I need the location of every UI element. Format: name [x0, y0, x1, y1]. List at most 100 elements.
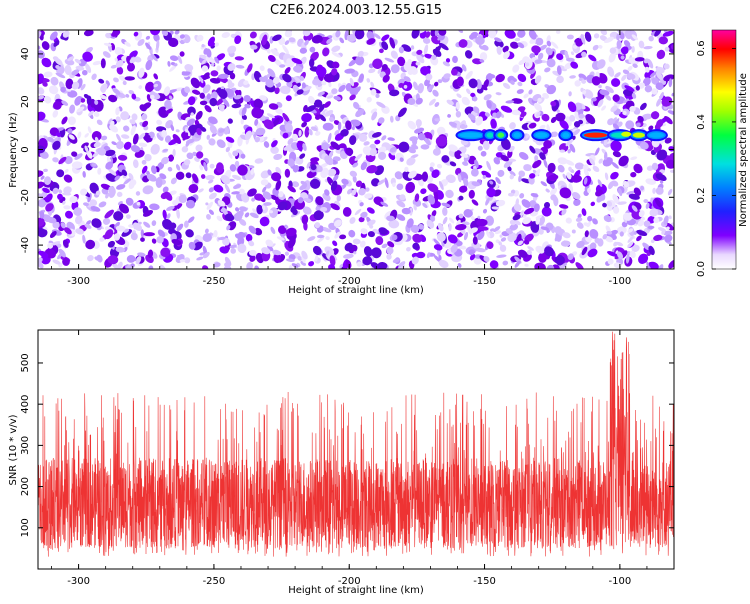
heatmap-cell: [637, 219, 645, 227]
heatmap-cell: [296, 89, 304, 95]
heatmap-cell: [550, 100, 557, 107]
heatmap-cell: [371, 178, 380, 187]
heatmap-cell: [65, 78, 74, 90]
heatmap-cell: [427, 183, 439, 193]
heatmap-cell: [502, 260, 509, 266]
heatmap-cell: [82, 51, 93, 62]
heatmap-cell: [529, 145, 536, 154]
heatmap-cell: [115, 225, 126, 232]
heatmap-cell: [150, 143, 160, 155]
heatmap-cell: [94, 136, 99, 143]
heatmap-cell: [315, 196, 324, 206]
heatmap-cell: [243, 80, 249, 86]
heatmap-cell: [187, 216, 195, 223]
heatmap-cell: [366, 31, 375, 41]
heatmap-cell: [263, 202, 272, 206]
heatmap-cell: [413, 81, 419, 91]
heatmap-cell: [410, 224, 420, 233]
heatmap-cell: [656, 98, 662, 107]
heatmap-cell: [378, 117, 385, 124]
heatmap-cell: [267, 245, 274, 252]
heatmap-cell: [81, 142, 89, 149]
heatmap-cell: [648, 125, 654, 131]
heatmap-cell: [471, 241, 481, 249]
heatmap-cell: [434, 118, 441, 122]
heatmap-cell: [55, 132, 61, 137]
heatmap-cell: [594, 237, 600, 244]
heatmap-cell: [631, 93, 637, 99]
heatmap-cell: [172, 148, 176, 157]
heatmap-cell: [50, 76, 59, 86]
heatmap-cell: [260, 179, 269, 186]
heatmap-cell: [52, 259, 61, 265]
heatmap-cell: [618, 187, 623, 197]
heatmap-cell: [502, 45, 509, 53]
heatmap-cell: [324, 109, 334, 117]
heatmap-cell: [406, 157, 416, 166]
heatmap-cell: [495, 92, 502, 96]
heatmap-cell: [584, 31, 592, 42]
heatmap-cell: [386, 246, 394, 255]
heatmap-cell: [413, 204, 417, 211]
heatmap-cell: [622, 98, 630, 104]
heatmap-cell: [208, 187, 214, 193]
heatmap-cell: [277, 201, 288, 211]
heatmap-cell: [227, 82, 235, 89]
heatmap-cell: [125, 93, 130, 98]
heatmap-feature-core: [535, 132, 548, 138]
heatmap-cell: [284, 224, 289, 229]
heatmap-cell: [598, 44, 603, 49]
heatmap-cell: [170, 124, 175, 131]
heatmap-cell: [622, 69, 630, 75]
heatmap-cell: [248, 225, 257, 234]
heatmap-cell: [235, 207, 240, 212]
heatmap-cell: [65, 210, 73, 219]
y-tick-label: -40: [20, 237, 31, 253]
heatmap-cell: [390, 64, 400, 74]
heatmap-cell: [129, 119, 136, 125]
heatmap-cell: [105, 161, 114, 170]
heatmap-cell: [475, 36, 485, 46]
heatmap-cell: [629, 105, 636, 112]
heatmap-cell: [438, 30, 447, 36]
heatmap-cell: [569, 143, 576, 153]
heatmap-cell: [616, 226, 627, 235]
heatmap-cell: [352, 162, 359, 168]
heatmap-cell: [248, 249, 257, 256]
heatmap-cell: [74, 96, 82, 106]
heatmap-cell: [251, 197, 256, 202]
heatmap-cell: [443, 73, 451, 79]
heatmap-cell: [607, 66, 615, 77]
heatmap-cell: [622, 110, 627, 115]
heatmap-cell: [74, 153, 83, 160]
heatmap-cell: [351, 188, 357, 196]
x-tick-label: -150: [473, 276, 496, 287]
heatmap-cell: [482, 140, 490, 151]
heatmap-cell: [534, 155, 539, 162]
heatmap-cell: [184, 128, 191, 137]
heatmap-cell: [356, 261, 363, 267]
heatmap-cell: [299, 47, 308, 54]
heatmap-cell: [389, 89, 400, 97]
heatmap-cell: [45, 203, 54, 212]
heatmap-cell: [301, 250, 308, 260]
heatmap-cell: [448, 217, 455, 224]
heatmap-cell: [99, 94, 107, 100]
heatmap-cell: [458, 195, 464, 201]
heatmap-cell: [330, 141, 341, 150]
heatmap-cell: [231, 191, 240, 195]
heatmap-cell: [556, 53, 564, 61]
heatmap-cell: [199, 100, 208, 106]
heatmap-cell: [259, 65, 265, 71]
heatmap-cell: [234, 35, 242, 45]
heatmap-cell: [193, 241, 203, 251]
heatmap-cell: [621, 221, 628, 228]
heatmap-cell: [112, 87, 121, 95]
heatmap-cell: [174, 30, 180, 35]
heatmap-cell: [291, 133, 299, 140]
heatmap-cell: [609, 47, 617, 54]
heatmap-cell: [220, 86, 225, 90]
heatmap-cell: [371, 132, 382, 138]
heatmap-cell: [610, 105, 618, 113]
